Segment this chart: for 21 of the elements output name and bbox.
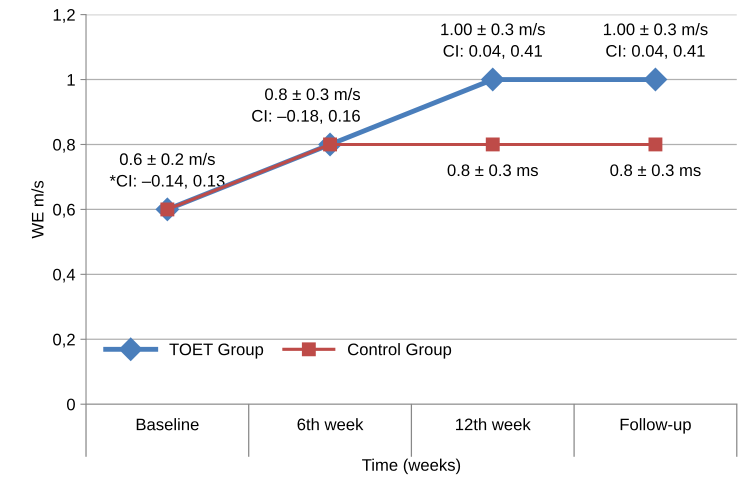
y-tick-label: 0 bbox=[66, 398, 75, 410]
annotation: 1.00 ± 0.3 m/s CI: 0.04, 0.41 bbox=[441, 22, 545, 59]
y-tick-label: 0,2 bbox=[53, 334, 75, 348]
y-tick-label: 1 bbox=[68, 74, 75, 86]
legend-label: TOET Group bbox=[169, 343, 264, 359]
annotation: 0.6 ± 0.2 m/s *CI: –0.14, 0.13 bbox=[110, 152, 225, 189]
x-tick-label: Baseline bbox=[136, 418, 199, 430]
y-tick-label: 0,8 bbox=[53, 138, 75, 153]
annotation: 0.8 ± 0.3 m/s CI: –0.18, 0.16 bbox=[252, 88, 360, 124]
legend-label: Control Group bbox=[348, 343, 452, 359]
x-tick-label: 6th week bbox=[298, 418, 364, 430]
y-axis-title: WE m/s bbox=[31, 180, 44, 238]
annotation: 1.00 ± 0.3 m/s CI: 0.04, 0.41 bbox=[604, 22, 708, 59]
annotation: 0.8 ± 0.3 ms bbox=[610, 164, 701, 176]
x-tick-label: Follow-up bbox=[620, 418, 691, 434]
y-tick-label: 1,2 bbox=[54, 9, 75, 23]
x-tick-label: 12th week bbox=[456, 418, 531, 430]
y-tick-label: 0,6 bbox=[53, 204, 75, 218]
y-tick-label: 0,4 bbox=[53, 268, 76, 283]
annotation: 0.8 ± 0.3 ms bbox=[448, 164, 538, 176]
x-axis-title: Time (weeks) bbox=[362, 458, 460, 474]
